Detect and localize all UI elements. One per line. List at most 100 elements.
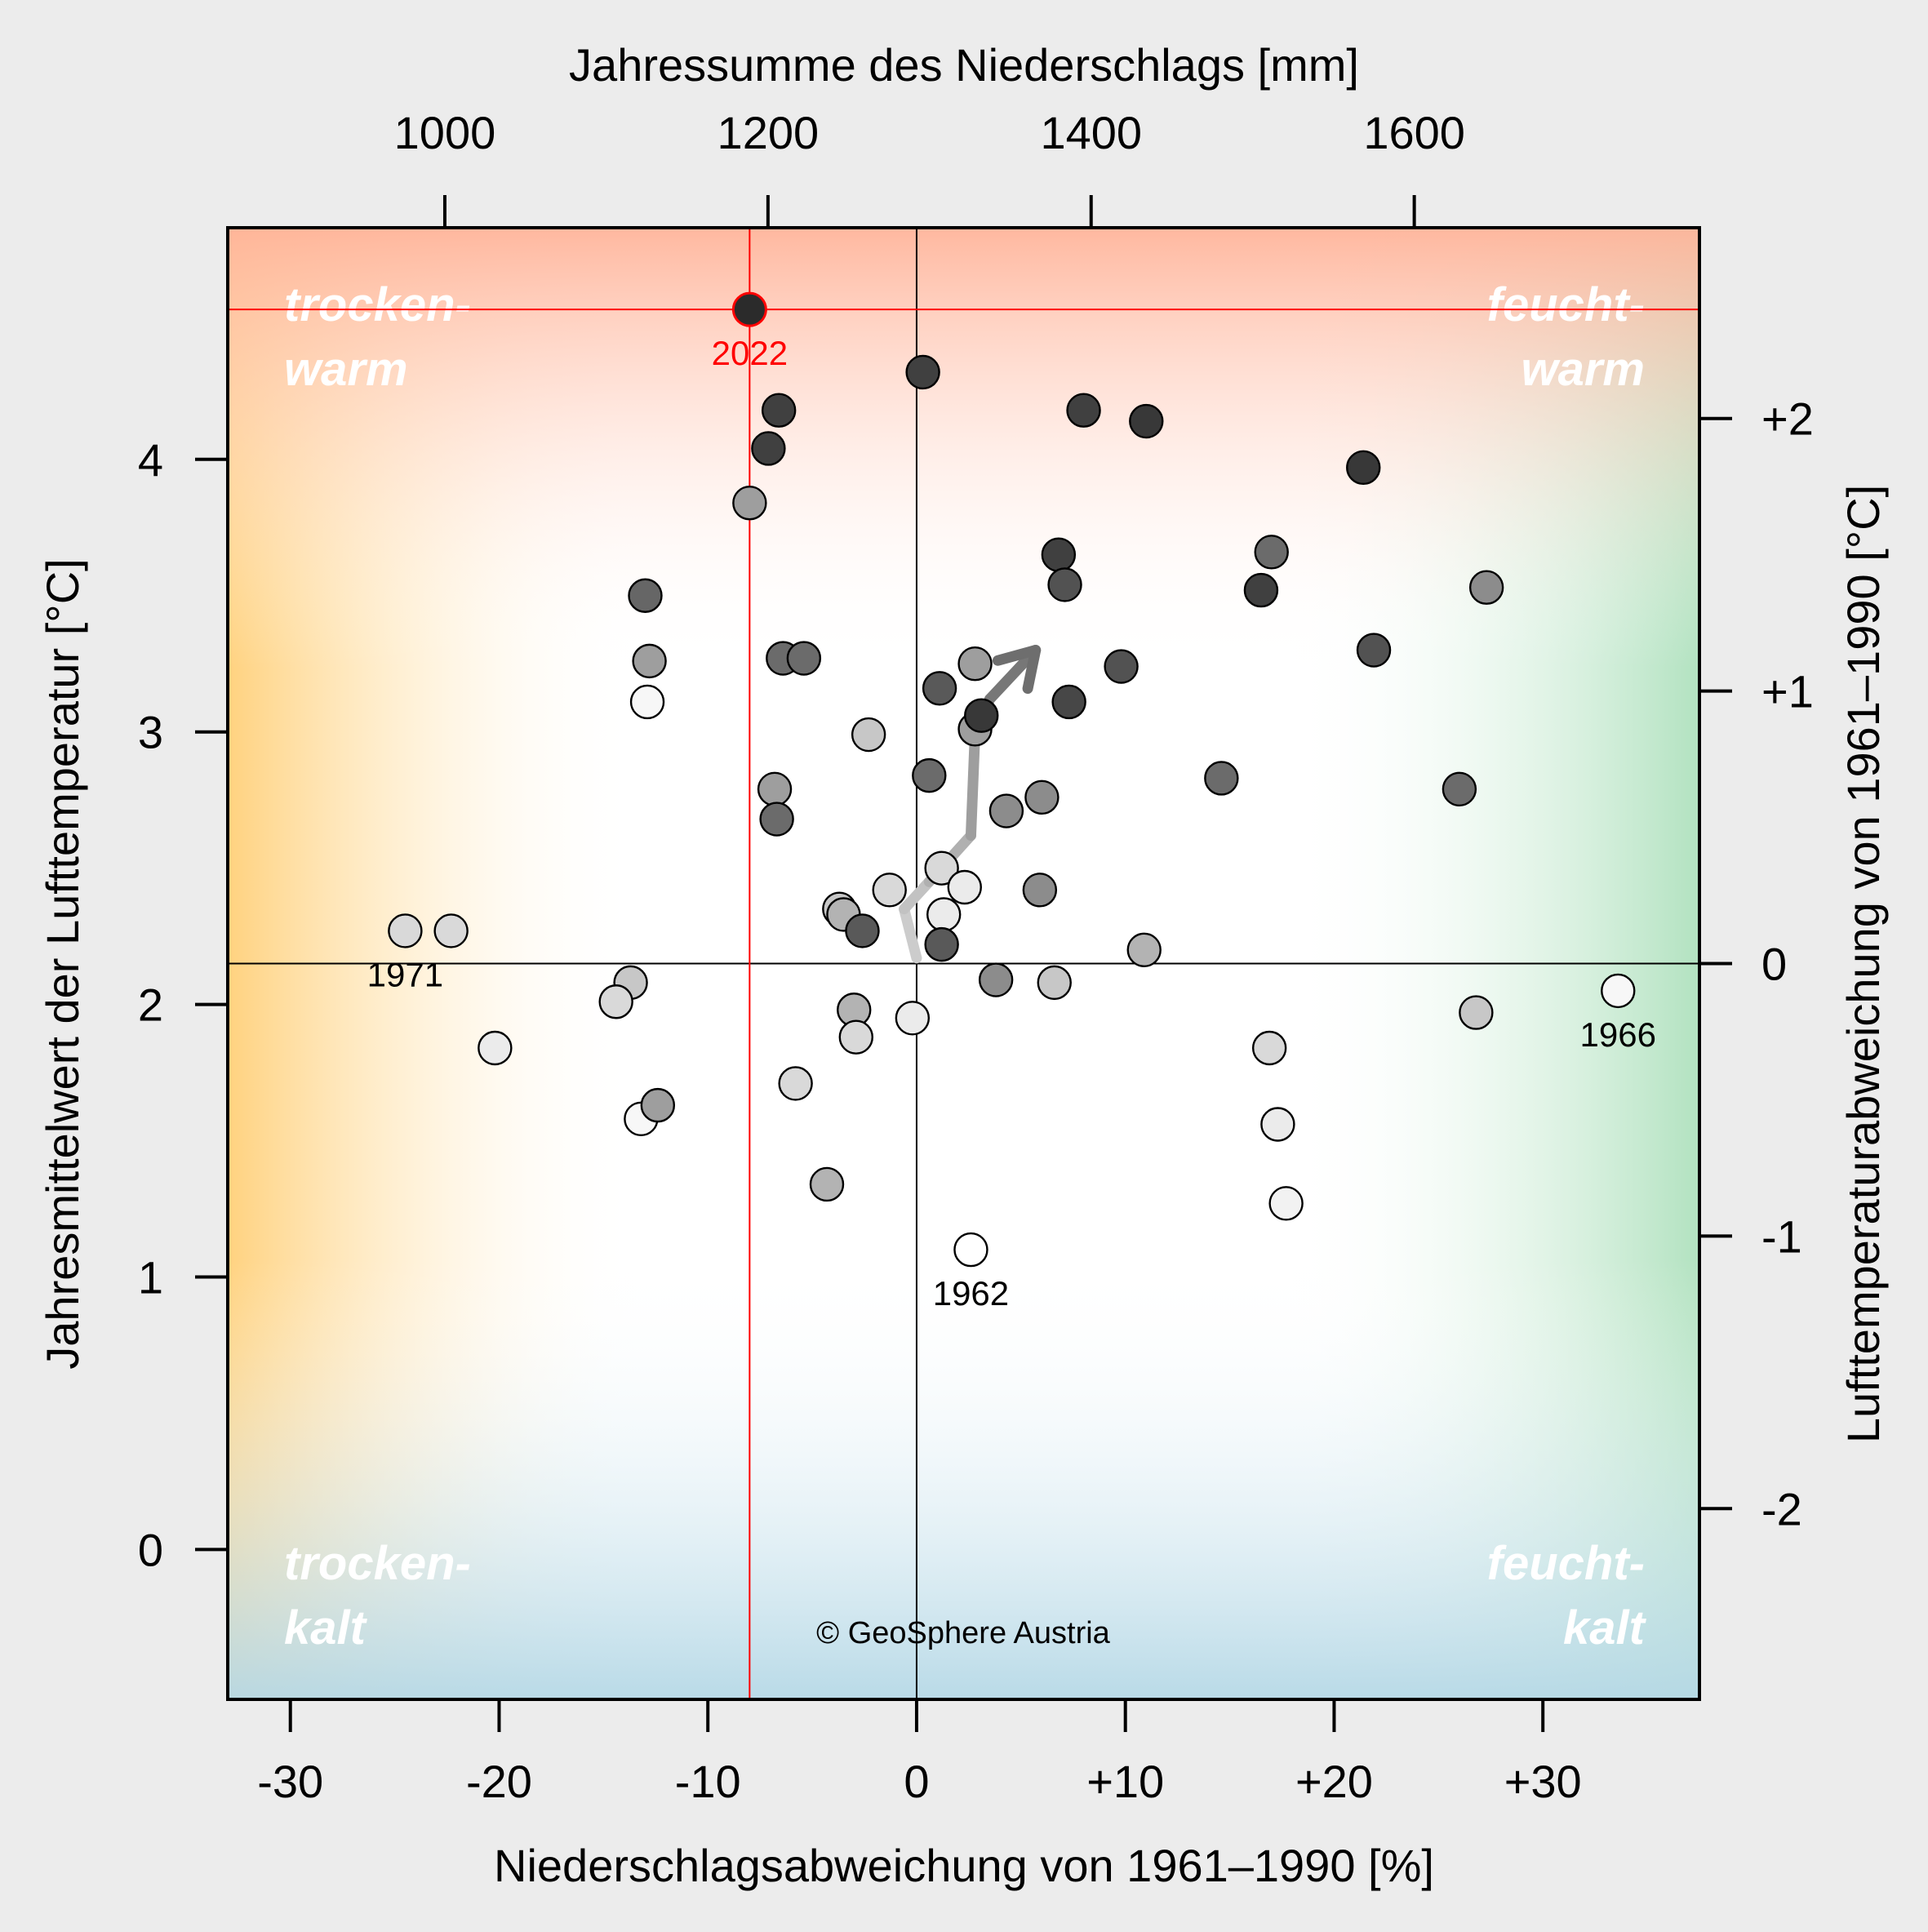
quadrant-top-left-line1: trocken- <box>284 278 471 331</box>
left-axis-tick-label: 4 <box>138 434 163 486</box>
left-axis-title: Jahresmittelwert der Lufttemperatur [°C] <box>37 558 88 1369</box>
top-axis-tick-label: 1200 <box>717 107 820 158</box>
year-point <box>1442 771 1477 807</box>
trend-segment <box>899 904 922 964</box>
year-point <box>732 486 767 521</box>
year-point <box>1022 873 1058 908</box>
year-point <box>1051 684 1086 720</box>
year-point <box>1601 973 1636 1009</box>
quadrant-top-right-line2: warm <box>1521 343 1645 396</box>
quadrant-bottom-right-line1: feucht- <box>1487 1537 1645 1590</box>
year-point <box>1047 567 1082 602</box>
year-point <box>1037 965 1072 1001</box>
year-annotations: 2022 1971 1966 1962 <box>367 334 1656 1312</box>
year-point <box>905 354 940 390</box>
year-point <box>947 869 982 905</box>
year-point <box>964 698 999 733</box>
trend-segment <box>984 645 1042 705</box>
bottom-axis-tick-label: +30 <box>1504 1756 1582 1807</box>
year-point <box>1066 393 1101 428</box>
bottom-axis-tick-label: -20 <box>466 1756 532 1807</box>
reference-lines <box>228 228 1699 1699</box>
year-point <box>761 393 797 428</box>
bottom-axis-tick-label: +10 <box>1086 1756 1164 1807</box>
year-point <box>924 851 959 886</box>
copyright-note: © GeoSphere Austria <box>816 1616 1111 1650</box>
year-label-1971: 1971 <box>367 955 443 993</box>
quadrant-labels: trocken- warm feucht- warm trocken- kalt… <box>284 278 1647 1654</box>
trend-arrowhead <box>992 645 1042 695</box>
year-point <box>628 578 663 613</box>
data-points <box>388 291 1636 1268</box>
year-point <box>632 643 667 679</box>
year-point <box>1268 1186 1304 1221</box>
right-axis-title: Lufttemperaturabweichung von 1961–1990 [… <box>1837 485 1889 1443</box>
year-point <box>926 897 962 932</box>
year-point <box>1251 1030 1287 1066</box>
year-point <box>845 913 880 948</box>
year-point <box>922 671 957 706</box>
year-point <box>872 873 907 908</box>
year-point <box>978 962 1014 997</box>
year-point <box>1129 403 1164 439</box>
left-axis-tick-label: 2 <box>138 979 163 1031</box>
year-point <box>388 913 423 948</box>
right-axis-tick-label: -2 <box>1761 1483 1802 1534</box>
year-point <box>778 1066 813 1101</box>
year-point <box>953 1232 988 1268</box>
right-axis-tick-label: -1 <box>1761 1210 1802 1262</box>
bottom-axis-title: Niederschlagsabweichung von 1961–1990 [%… <box>494 1840 1434 1891</box>
quadrant-bottom-left-line1: trocken- <box>284 1537 471 1590</box>
top-axis-tick-label: 1400 <box>1040 107 1142 158</box>
bottom-axis-tick-label: -10 <box>675 1756 741 1807</box>
left-axis-tick-label: 1 <box>138 1251 163 1303</box>
year-point <box>912 757 947 793</box>
year-point <box>988 793 1024 828</box>
year-point <box>1243 572 1279 608</box>
year-point <box>433 913 469 948</box>
year-point <box>1356 633 1392 668</box>
top-axis-tick-label: 1600 <box>1363 107 1465 158</box>
year-point <box>786 641 822 676</box>
year-point <box>1346 450 1381 486</box>
year-point <box>757 771 793 807</box>
bottom-axis-tick-label: 0 <box>904 1756 929 1807</box>
year-point <box>751 431 786 466</box>
highlight-year-label: 2022 <box>712 334 788 372</box>
left-axis-tick-label: 0 <box>138 1524 163 1575</box>
right-axis-tick-label: +1 <box>1761 666 1814 717</box>
year-point <box>640 1087 676 1123</box>
year-point <box>1024 779 1060 815</box>
year-point <box>895 1001 931 1036</box>
trend-segment <box>965 726 981 842</box>
year-point <box>1459 995 1494 1030</box>
year-point <box>1041 537 1077 572</box>
top-axis-title: Jahressumme des Niederschlags [mm] <box>569 39 1359 91</box>
year-point <box>598 984 633 1019</box>
year-point <box>1254 535 1289 570</box>
year-point <box>838 1019 873 1055</box>
year-label-1962: 1962 <box>933 1274 1009 1312</box>
quadrant-bottom-right-line2: kalt <box>1563 1601 1647 1654</box>
right-axis-tick-label: 0 <box>1761 939 1787 990</box>
top-axis-tick-label: 1000 <box>394 107 496 158</box>
year-point <box>924 926 959 962</box>
quadrant-bottom-left-line2: kalt <box>284 1601 368 1654</box>
year-label-1966: 1966 <box>1580 1015 1656 1054</box>
year-point <box>1104 649 1139 684</box>
year-point <box>809 1166 845 1202</box>
year-point <box>1468 570 1504 605</box>
highlight-point-2022 <box>731 291 767 327</box>
year-point <box>851 717 886 753</box>
year-point <box>629 684 665 720</box>
left-axis-tick-label: 3 <box>138 707 163 758</box>
year-point <box>1260 1107 1295 1142</box>
bottom-axis-tick-label: -30 <box>257 1756 323 1807</box>
bottom-axis-tick-label: +20 <box>1295 1756 1373 1807</box>
year-point <box>1204 761 1239 796</box>
quadrant-top-right-line1: feucht- <box>1487 278 1645 331</box>
right-axis-tick-label: +2 <box>1761 393 1814 445</box>
